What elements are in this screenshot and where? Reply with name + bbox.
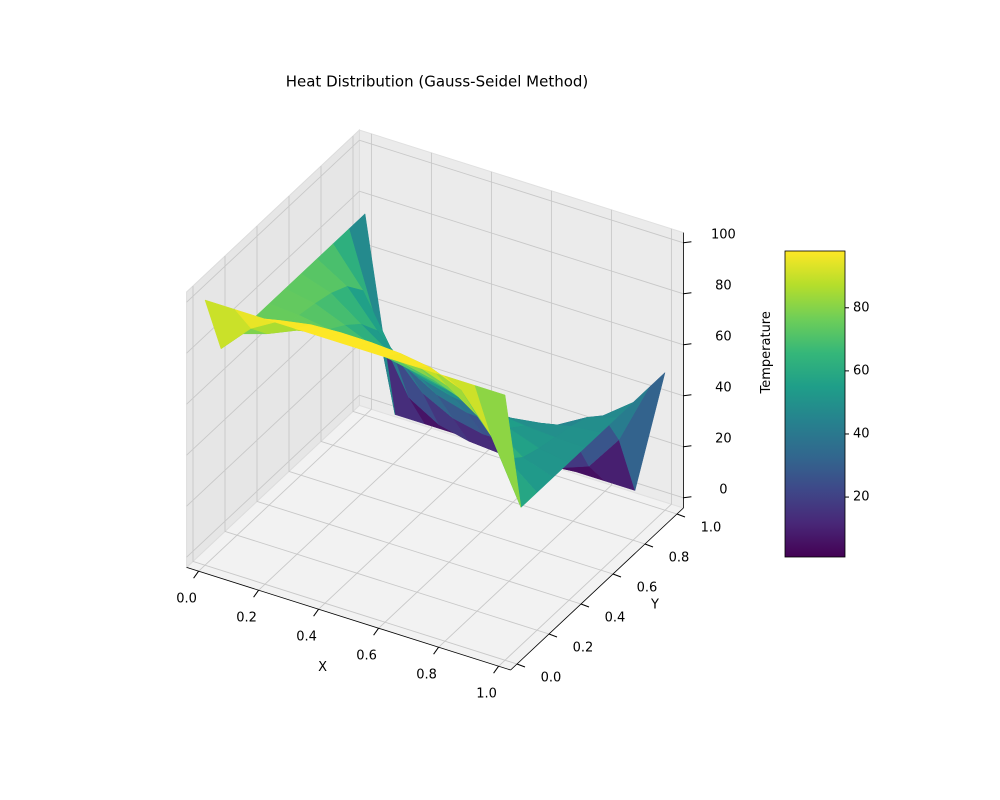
- x-grid-line: [498, 228, 672, 667]
- x-tick: [493, 665, 500, 674]
- y-tick: [676, 513, 686, 518]
- z-tick-label: 20: [715, 431, 732, 446]
- z-tick: [683, 496, 692, 499]
- x-tick-label: 0.2: [236, 611, 257, 626]
- z-tick-label: 40: [715, 380, 732, 395]
- y-tick-label: 0.4: [605, 611, 626, 626]
- x-tick: [253, 589, 260, 598]
- z-tick: [683, 241, 692, 244]
- x-tick-label: 0.4: [296, 630, 317, 645]
- x-tick: [373, 627, 380, 636]
- y-grid-line: [192, 286, 518, 665]
- left-pane: [186, 128, 360, 569]
- x-tick-label: 0.8: [416, 668, 437, 683]
- z-tick-label: 60: [715, 329, 732, 344]
- y-tick-label: 0.2: [573, 641, 594, 656]
- y-tick: [516, 663, 526, 668]
- x-tick-label: 0.0: [176, 592, 197, 607]
- z-axis-label: Temperature: [759, 311, 774, 394]
- y-tick: [644, 543, 654, 548]
- surface-face: [474, 385, 522, 508]
- x-grid-line: [438, 209, 612, 648]
- z-tick: [683, 343, 692, 346]
- colorbar-tick-label: 80: [853, 300, 870, 315]
- x-axis-line: [186, 567, 511, 671]
- colorbar-tick-label: 20: [853, 490, 870, 505]
- z-tick: [683, 445, 692, 448]
- y-tick: [612, 573, 622, 578]
- y-tick: [548, 633, 558, 638]
- z-tick: [683, 394, 692, 397]
- x-tick: [193, 570, 200, 579]
- x-tick-label: 1.0: [476, 687, 497, 702]
- x-axis-label: X: [318, 660, 327, 675]
- x-tick: [313, 608, 320, 617]
- y-axis-label: Y: [650, 598, 659, 613]
- x-grid-line: [198, 133, 372, 572]
- chart-title: Heat Distribution (Gauss-Seidel Method): [286, 73, 589, 91]
- z-tick: [683, 292, 692, 295]
- colorbar: [784, 250, 846, 558]
- z-tick-label: 100: [711, 227, 736, 242]
- z-tick-label: 0: [719, 482, 727, 497]
- y-tick-label: 0.6: [637, 581, 658, 596]
- colorbar-tick-label: 40: [853, 426, 870, 441]
- y-tick-label: 1.0: [701, 521, 722, 536]
- y-axis-line: [510, 507, 684, 671]
- z-grid-line: [186, 190, 684, 354]
- colorbar-tick-label: 60: [853, 363, 870, 378]
- y-tick: [580, 603, 590, 608]
- x-tick-label: 0.6: [356, 649, 377, 664]
- y-tick-label: 0.8: [669, 551, 690, 566]
- y-tick-label: 0.0: [541, 671, 562, 686]
- z-tick-label: 80: [715, 278, 732, 293]
- x-grid-line: [258, 152, 432, 591]
- x-tick: [433, 646, 440, 655]
- z-grid-line: [186, 139, 684, 303]
- y-grid-line: [224, 256, 550, 635]
